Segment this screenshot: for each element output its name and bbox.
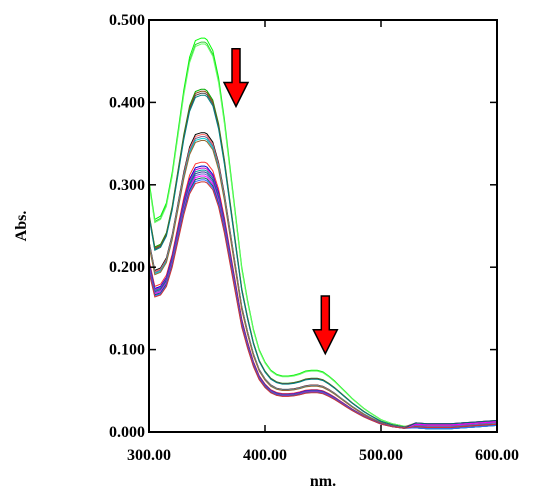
down-arrow-icon xyxy=(222,48,250,109)
x-tick-label: 400.00 xyxy=(243,447,287,464)
annotation-layer xyxy=(222,48,339,356)
series-line xyxy=(148,88,498,428)
series-line xyxy=(148,94,498,428)
series-line xyxy=(148,43,498,427)
y-tick-label: 0.500 xyxy=(109,12,145,29)
series-layer xyxy=(148,37,498,430)
series-line xyxy=(148,181,498,429)
y-tick-label: 0.200 xyxy=(109,259,145,276)
x-axis-label: nm. xyxy=(310,473,336,490)
plot-frame xyxy=(148,19,498,433)
series-line xyxy=(148,132,498,429)
y-tick-label: 0.300 xyxy=(109,177,145,194)
x-tick-label: 500.00 xyxy=(359,447,403,464)
series-line xyxy=(148,134,498,429)
x-tick-label: 600.00 xyxy=(475,447,519,464)
x-tick-label: 300.00 xyxy=(127,447,171,464)
series-line xyxy=(148,92,498,430)
series-line xyxy=(148,90,498,428)
y-tick-label: 0.000 xyxy=(109,424,145,441)
series-line xyxy=(148,37,498,430)
y-axis-label: Abs. xyxy=(13,211,30,242)
series-line xyxy=(148,140,498,429)
y-tick-label: 0.400 xyxy=(109,94,145,111)
down-arrow-icon xyxy=(312,295,339,356)
tick-layer: 0.000 0.100 0.200 0.300 0.400 0.500 300.00 400.… xyxy=(109,12,519,464)
series-line xyxy=(148,41,498,428)
y-tick-label: 0.100 xyxy=(109,342,145,359)
series-line xyxy=(148,161,498,429)
